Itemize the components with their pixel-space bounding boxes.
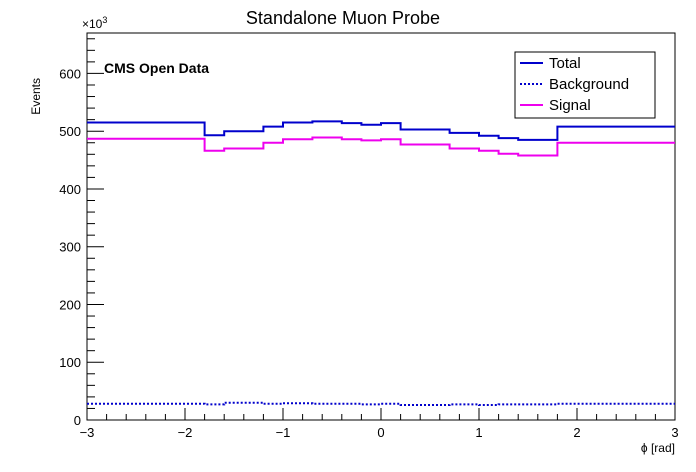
legend-label-total: Total bbox=[549, 55, 581, 72]
y-axis-label: Events bbox=[29, 78, 43, 115]
plot-area: −3 −2 −1 0 1 2 3 0 100 200 300 400 500 600 bbox=[59, 32, 679, 440]
x-tick-label: 1 bbox=[475, 425, 482, 440]
series-background bbox=[87, 401, 675, 406]
series-layer bbox=[87, 120, 675, 406]
x-tick-label: 3 bbox=[671, 425, 678, 440]
legend: Total Background Signal bbox=[514, 51, 656, 119]
y-axis: 0 100 200 300 400 500 600 bbox=[59, 38, 104, 428]
x-tick-label: −3 bbox=[80, 425, 95, 440]
series-signal bbox=[87, 136, 675, 157]
y-multiplier: ×103 bbox=[82, 15, 107, 31]
series-total bbox=[87, 120, 675, 141]
y-tick-label: 400 bbox=[59, 182, 81, 197]
x-tick-label: −1 bbox=[276, 425, 291, 440]
cms-annotation: CMS Open Data bbox=[104, 60, 209, 76]
y-multiplier-exponent: 3 bbox=[102, 15, 107, 25]
x-axis-label: ϕ [rad] bbox=[641, 441, 675, 455]
y-multiplier-base: ×10 bbox=[82, 17, 103, 31]
x-axis: −3 −2 −1 0 1 2 3 bbox=[80, 408, 679, 440]
legend-label-background: Background bbox=[549, 76, 629, 93]
y-tick-label: 0 bbox=[74, 413, 81, 428]
y-tick-label: 500 bbox=[59, 124, 81, 139]
legend-label-signal: Signal bbox=[549, 97, 591, 114]
chart-title: Standalone Muon Probe bbox=[246, 8, 440, 28]
y-tick-label: 200 bbox=[59, 297, 81, 312]
legend-entries: Total Background Signal bbox=[520, 55, 629, 114]
x-tick-label: 0 bbox=[377, 425, 384, 440]
y-tick-label: 300 bbox=[59, 240, 81, 255]
y-tick-label: 100 bbox=[59, 355, 81, 370]
y-tick-label: 600 bbox=[59, 66, 81, 81]
x-tick-label: 2 bbox=[573, 425, 580, 440]
x-tick-label: −2 bbox=[178, 425, 193, 440]
